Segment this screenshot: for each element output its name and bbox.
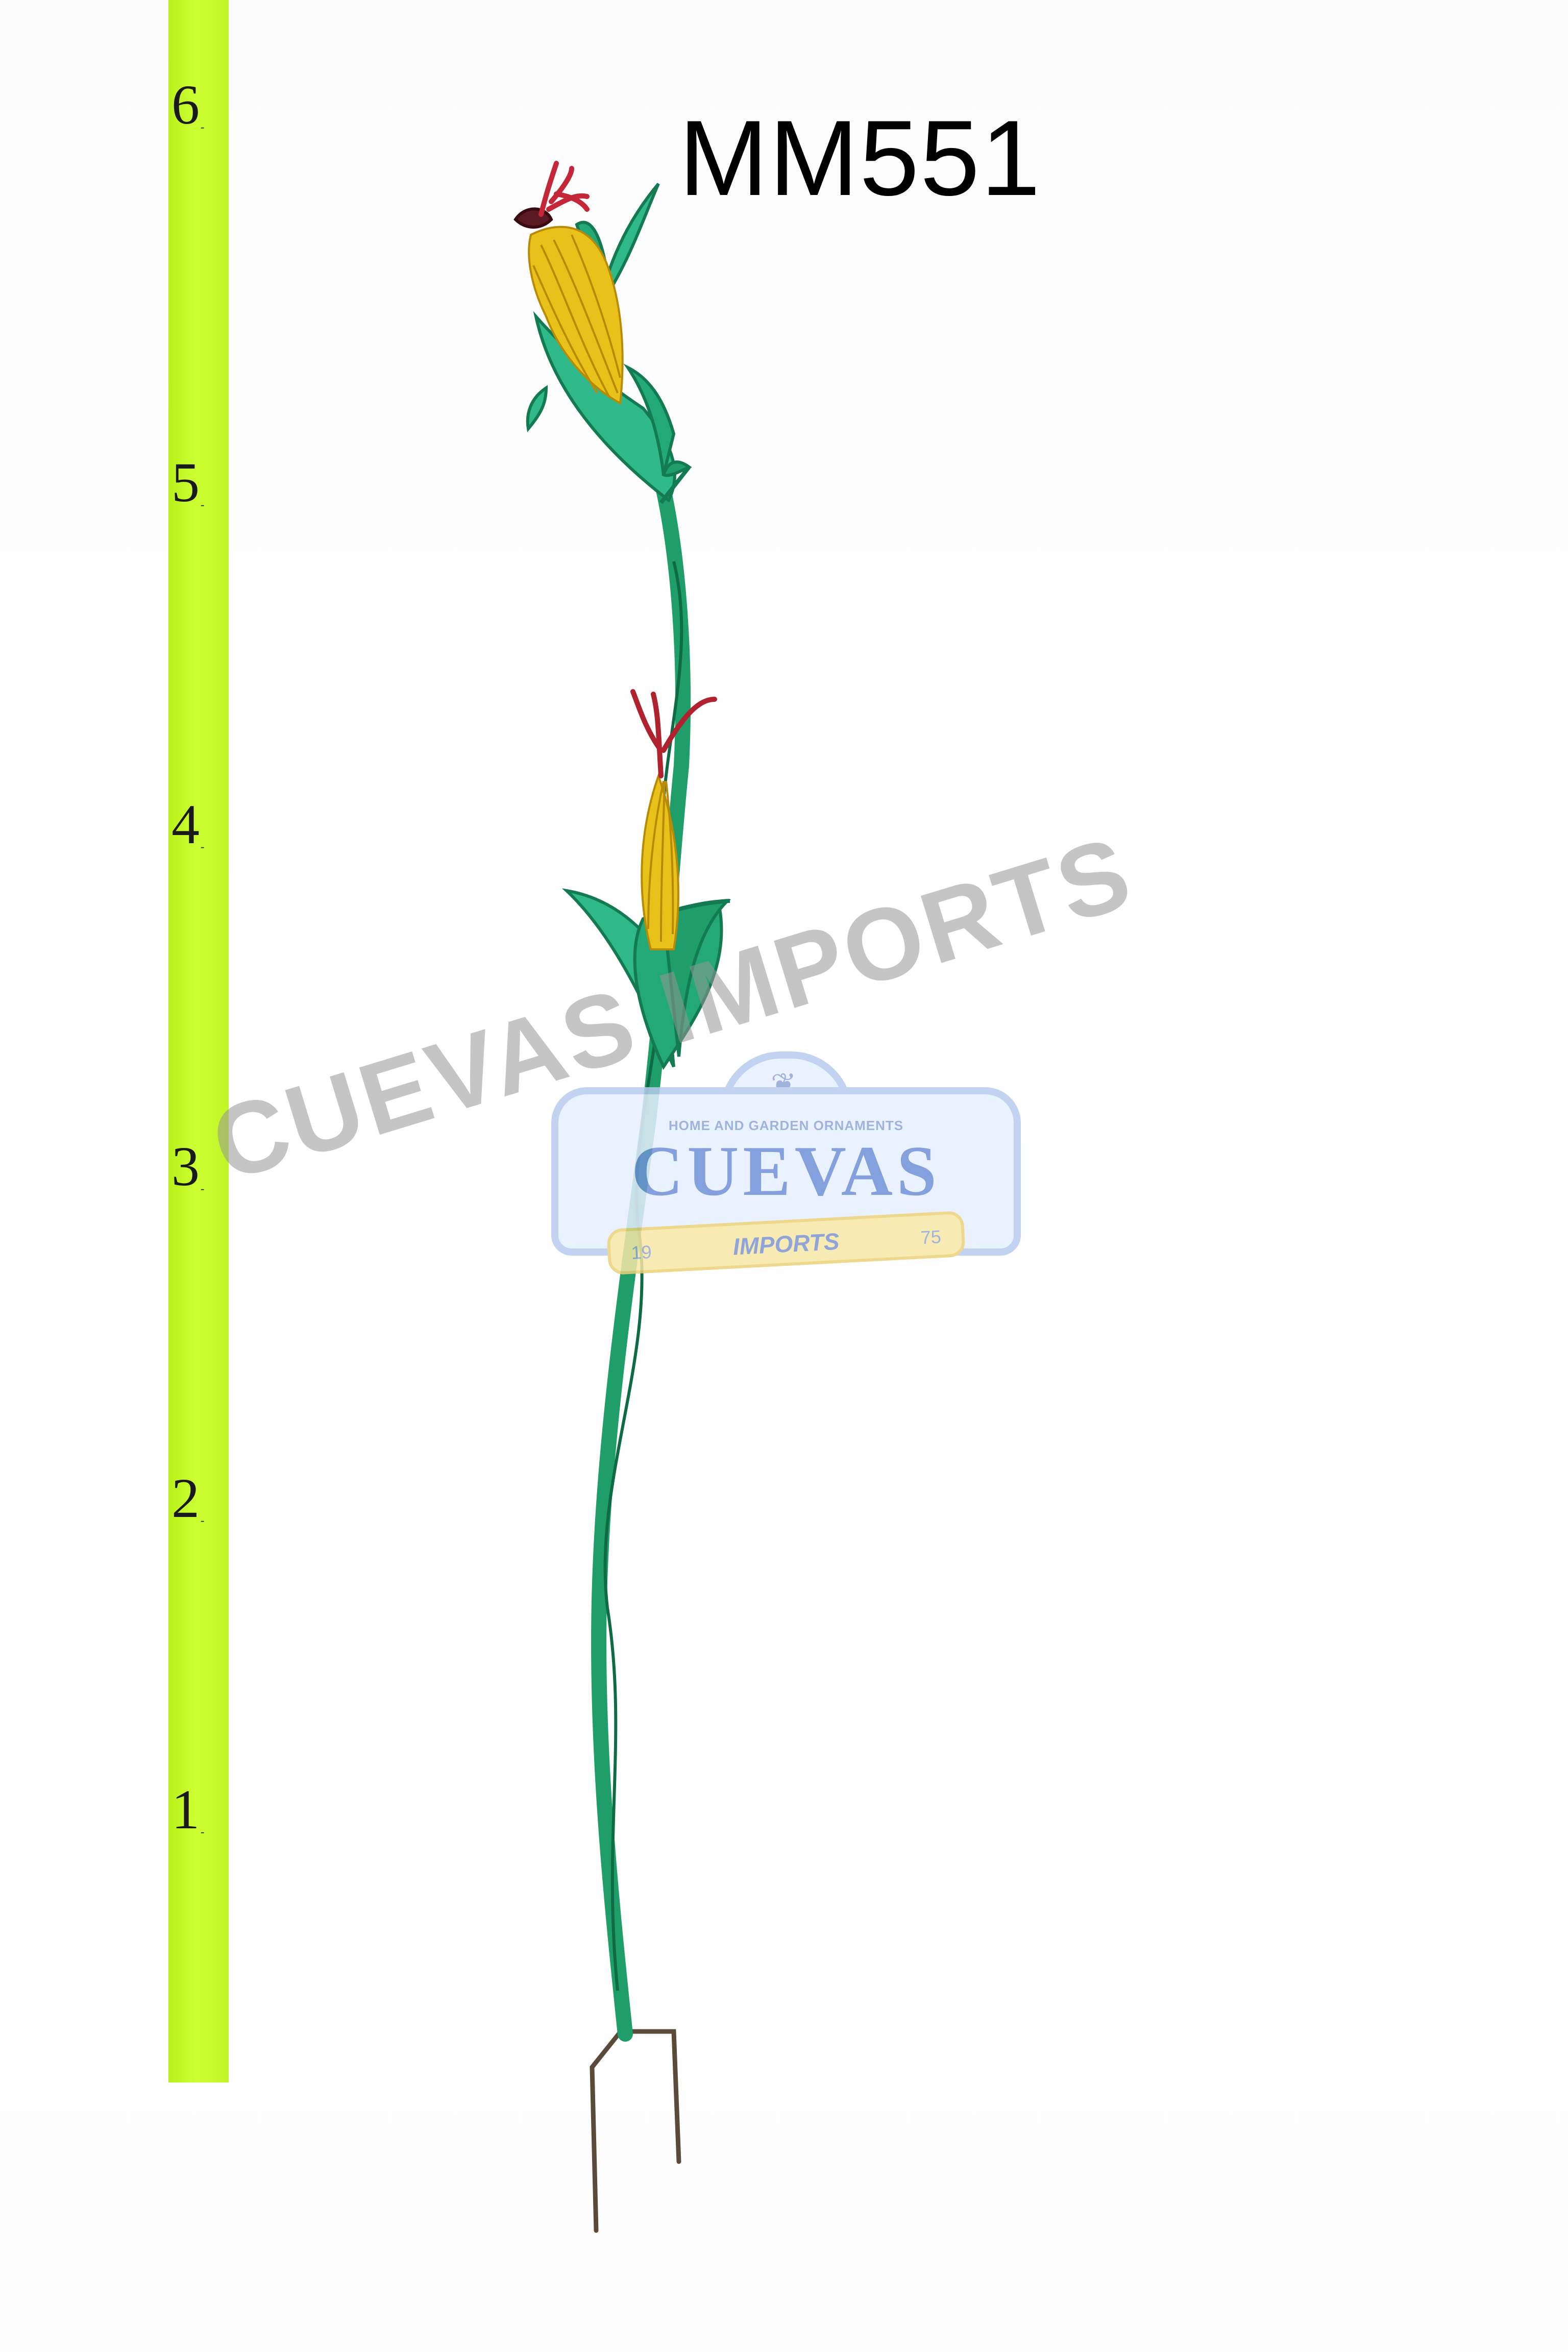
ground-stake <box>590 2026 681 2233</box>
upper-corn-tassel <box>538 161 590 217</box>
ruler-mark-4ft: 4- <box>172 793 205 855</box>
measuring-stick <box>168 0 229 2082</box>
ruler-mark-1ft: 1- <box>172 1778 205 1841</box>
upper-corn-ear <box>528 226 624 405</box>
ruler-mark-2ft: 2- <box>172 1467 205 1529</box>
stalk-top-notch <box>659 465 691 504</box>
upper-top-leaf <box>605 183 660 289</box>
logo-year-right: 75 <box>920 1226 942 1248</box>
ruler-mark-3ft: 3- <box>172 1135 205 1197</box>
logo-ribbon-text: IMPORTS <box>732 1228 840 1260</box>
cuevas-logo: ❦ HOME AND GARDEN ORNAMENTS CUEVAS 19 IM… <box>551 1046 1021 1286</box>
ruler-mark-5ft: 5- <box>172 451 205 513</box>
upper-right-husk <box>623 363 676 475</box>
logo-tagline: HOME AND GARDEN ORNAMENTS <box>668 1118 904 1133</box>
logo-name: CUEVAS <box>631 1132 941 1211</box>
model-code: MM551 <box>679 98 1042 218</box>
ruler-mark-6ft: 6- <box>172 74 205 136</box>
upper-ear-cap <box>513 207 553 229</box>
upper-left-leaf <box>526 385 548 432</box>
lower-corn-tassel <box>630 689 717 778</box>
